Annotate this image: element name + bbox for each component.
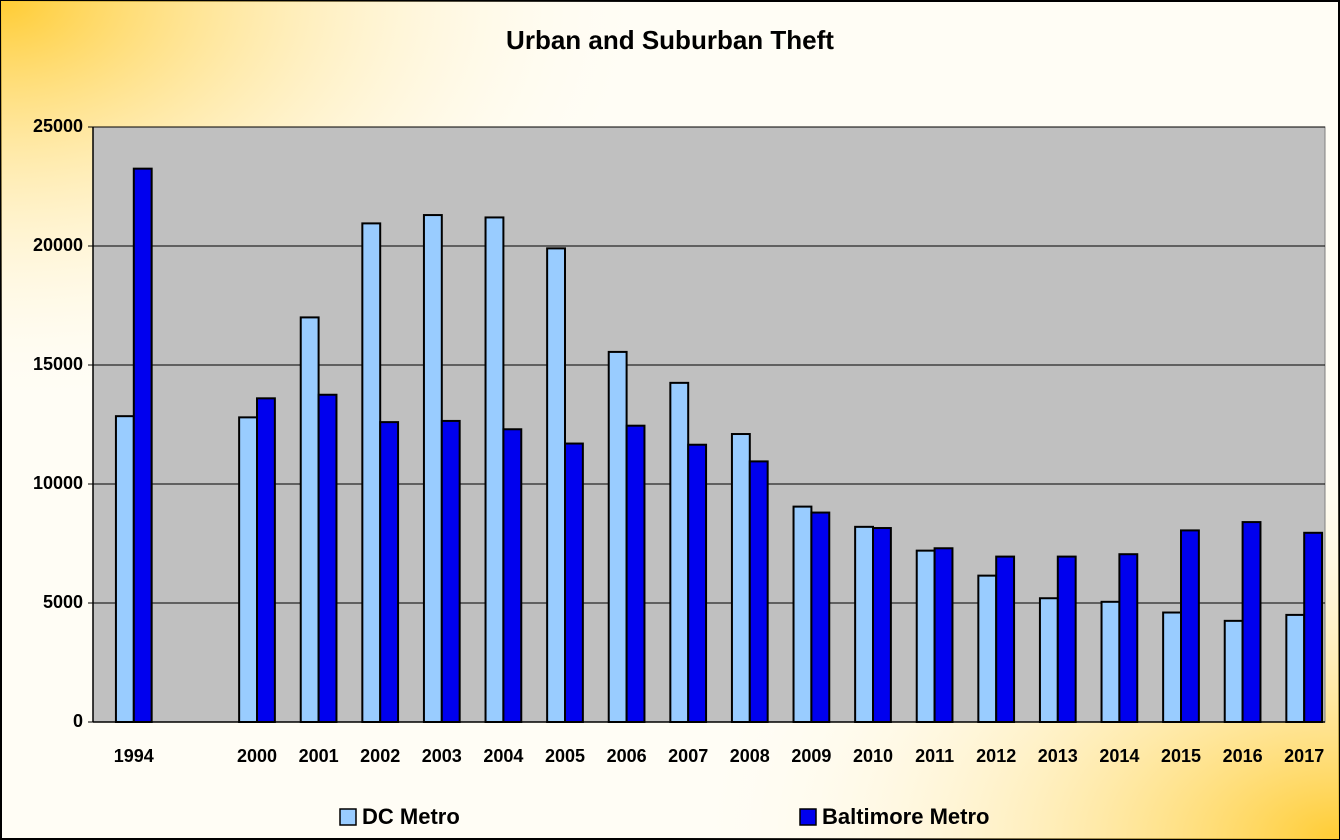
- bar: [299, 316, 320, 723]
- bar: [256, 397, 276, 723]
- bar: [114, 415, 135, 723]
- bar: [687, 443, 708, 723]
- legend-label: DC Metro: [362, 804, 460, 829]
- x-tick-label: 2003: [422, 746, 462, 766]
- bar: [422, 214, 443, 723]
- x-tick-label: 2002: [360, 746, 400, 766]
- x-tick-label: 2005: [545, 746, 585, 766]
- bar: [546, 247, 566, 723]
- bar: [1303, 531, 1324, 723]
- bar: [502, 428, 523, 723]
- x-tick-label: 2012: [976, 746, 1016, 766]
- bar: [977, 574, 998, 723]
- x-tick-label: 2010: [853, 746, 893, 766]
- bar: [361, 222, 382, 723]
- x-tick-label: 2009: [791, 746, 831, 766]
- y-tick-label: 5000: [43, 592, 83, 612]
- bar: [1118, 553, 1139, 724]
- bar: [792, 505, 813, 723]
- bar: [1285, 613, 1306, 724]
- x-tick-label: 2011: [915, 746, 954, 766]
- y-tick-label: 15000: [33, 354, 83, 374]
- bar: [854, 525, 874, 724]
- y-tick-label: 10000: [33, 473, 83, 493]
- bar: [1180, 529, 1200, 723]
- x-tick-label: 2006: [607, 746, 647, 766]
- chart-title: Urban and Suburban Theft: [506, 25, 834, 55]
- bar: [379, 421, 400, 723]
- bar: [1223, 619, 1244, 723]
- bar: [440, 419, 461, 723]
- x-tick-label: 2014: [1099, 746, 1139, 766]
- bar: [748, 460, 769, 723]
- legend-label: Baltimore Metro: [822, 804, 989, 829]
- bar: [1162, 611, 1182, 724]
- x-tick-label: 2004: [483, 746, 523, 766]
- legend-swatch: [339, 808, 357, 826]
- bar: [1038, 597, 1059, 723]
- x-tick-label: 2000: [237, 746, 277, 766]
- bar: [607, 350, 628, 723]
- bar: [625, 424, 646, 723]
- plot-area: [92, 126, 1326, 723]
- y-tick-label: 0: [73, 711, 83, 731]
- x-tick-label: 2007: [668, 746, 708, 766]
- bar: [238, 416, 259, 723]
- bar: [730, 433, 751, 723]
- bar: [484, 216, 505, 723]
- x-tick-label: 2016: [1223, 746, 1263, 766]
- x-tick-label: 2013: [1038, 746, 1078, 766]
- bar: [1241, 521, 1262, 724]
- bar: [132, 167, 153, 723]
- y-tick-label: 20000: [33, 235, 83, 255]
- bar: [1100, 600, 1121, 723]
- bar: [915, 549, 936, 724]
- x-tick-label: 1994: [114, 746, 154, 766]
- bar: [317, 393, 338, 723]
- bar: [564, 442, 584, 723]
- x-tick-label: 2001: [299, 746, 339, 766]
- y-tick-label: 25000: [33, 116, 83, 136]
- bar: [872, 527, 892, 724]
- legend-swatch: [799, 808, 817, 826]
- x-tick-label: 2017: [1284, 746, 1324, 766]
- bar: [995, 555, 1016, 724]
- x-tick-label: 2015: [1161, 746, 1201, 766]
- bar: [810, 511, 831, 723]
- x-tick-label: 2008: [730, 746, 770, 766]
- bar: [1056, 555, 1077, 724]
- bar: [933, 547, 954, 724]
- bar: [669, 381, 690, 723]
